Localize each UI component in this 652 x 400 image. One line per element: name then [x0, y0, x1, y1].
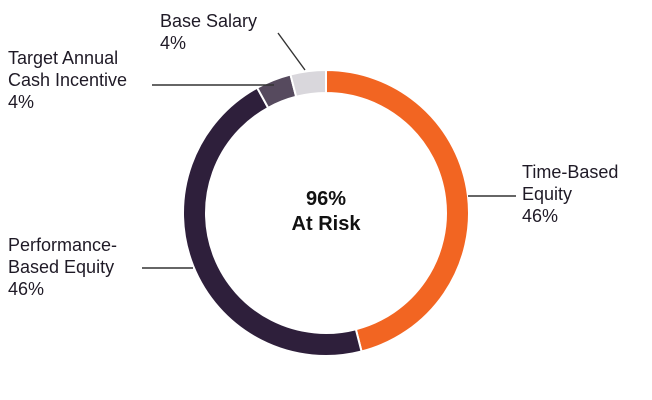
slice-label-base-salary: Base Salary — [160, 11, 257, 31]
value-label-performance-based-equity: 46% — [8, 279, 44, 299]
leader-base-salary — [277, 32, 306, 71]
slice-label-target-annual-cash-incentive: Target Annual — [8, 48, 118, 68]
center-label-text: At Risk — [292, 213, 362, 235]
value-label-base-salary: 4% — [160, 33, 186, 53]
slice-base-salary — [289, 68, 327, 98]
slice-time-based-equity — [325, 68, 470, 353]
leader-lines — [142, 32, 516, 269]
slice-label-performance-based-equity: Performance- — [8, 235, 117, 255]
donut-slices — [182, 68, 470, 357]
value-label-time-based-equity: 46% — [522, 206, 558, 226]
slice-label-time-based-equity: Time-Based — [522, 162, 618, 182]
slice-label-time-based-equity: Equity — [522, 184, 572, 204]
slice-label-performance-based-equity: Based Equity — [8, 257, 114, 277]
center-label-value: 96% — [306, 188, 346, 210]
value-label-target-annual-cash-incentive: 4% — [8, 92, 34, 112]
slice-label-target-annual-cash-incentive: Cash Incentive — [8, 70, 127, 90]
